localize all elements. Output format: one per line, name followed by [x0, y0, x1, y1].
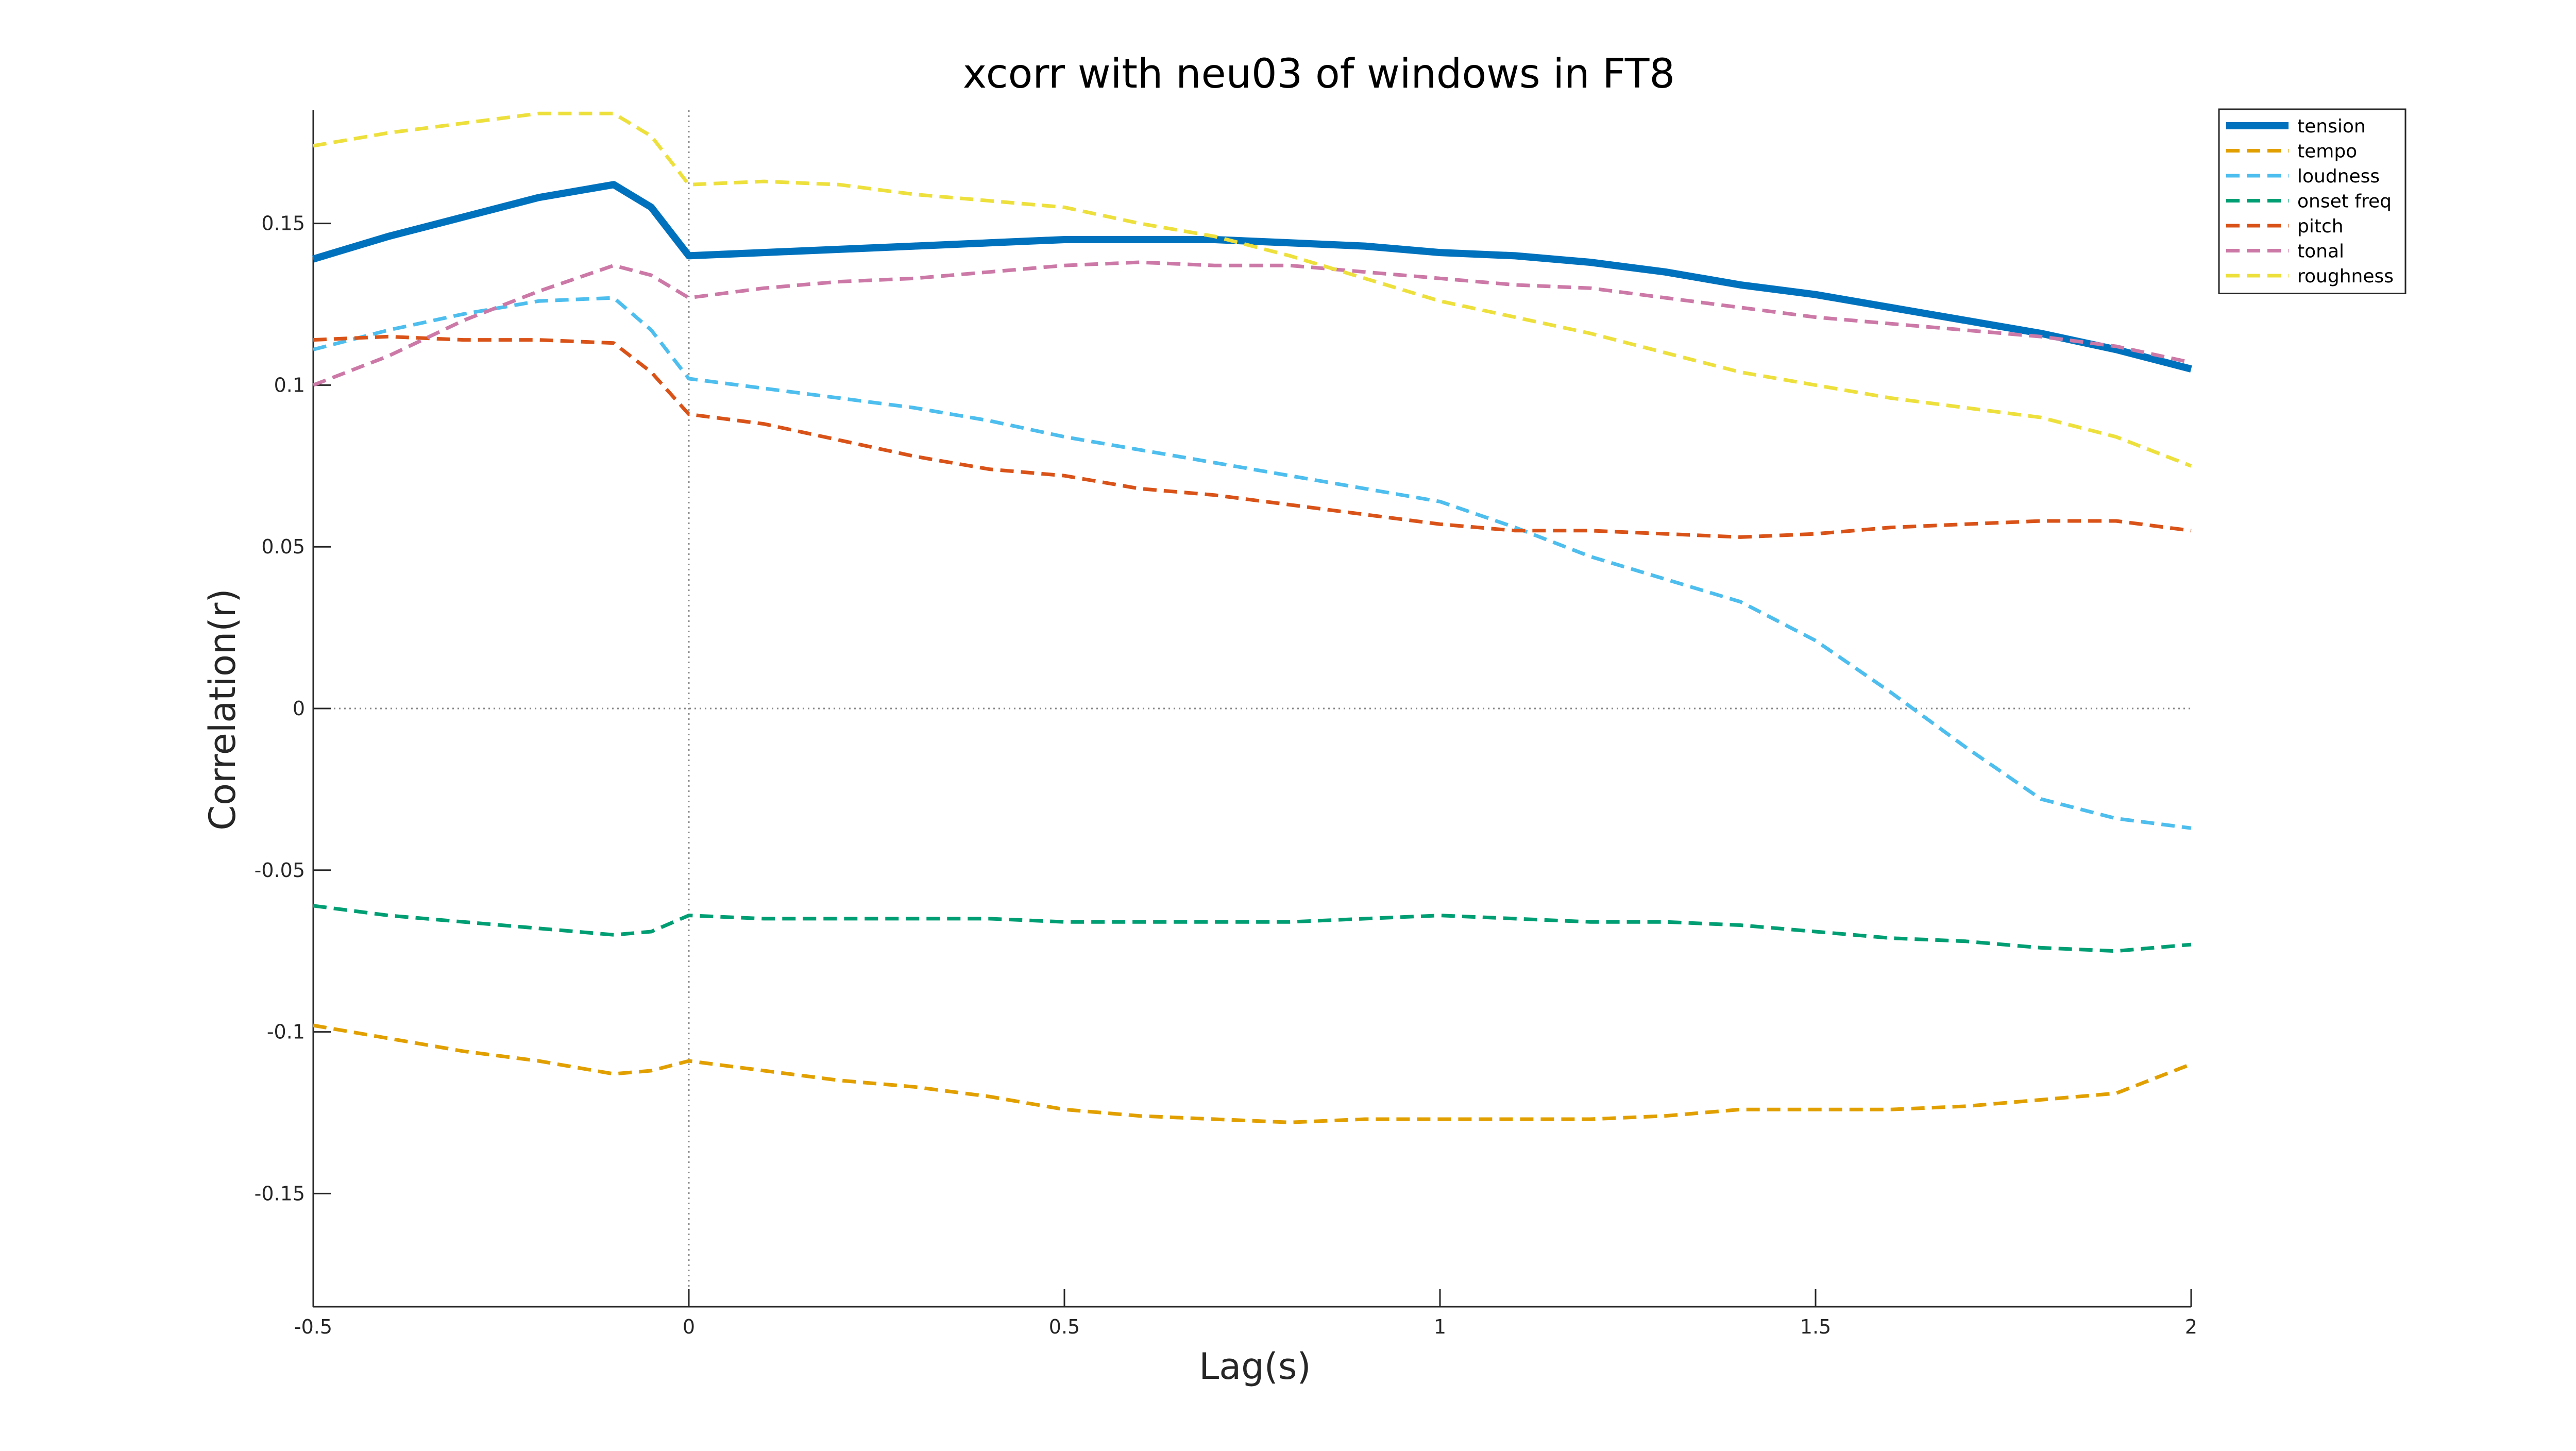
reference-lines	[313, 110, 2191, 1307]
series-lines	[312, 111, 2192, 1124]
y-axis-label: Correlation(r)	[201, 588, 244, 830]
series-line-tempo	[313, 1023, 2192, 1124]
series-line-loudness	[313, 296, 2192, 830]
x-axis-label: Lag(s)	[1199, 1345, 1311, 1388]
series-line-tonal	[312, 260, 2192, 387]
y-tick-label: -0.05	[255, 859, 305, 882]
legend-label-tonal: tonal	[2297, 241, 2344, 262]
legend-label-tempo: tempo	[2297, 141, 2357, 162]
y-tick-label: 0.15	[261, 212, 305, 235]
x-tick-label: 0.5	[1049, 1315, 1080, 1338]
legend-label-loudness: loudness	[2297, 166, 2380, 187]
x-tick-label: -0.5	[294, 1315, 332, 1338]
y-tick-label: 0.05	[261, 535, 305, 558]
y-tick-label: -0.1	[267, 1021, 305, 1043]
y-tick-label: -0.15	[255, 1182, 305, 1205]
x-tick-label: 1.5	[1800, 1315, 1831, 1338]
series-line-pitch	[313, 334, 2192, 539]
x-tick-label: 0	[683, 1315, 695, 1338]
y-tick-label: 0.1	[274, 374, 305, 396]
legend-label-onset-freq: onset freq	[2297, 191, 2392, 212]
legend-label-pitch: pitch	[2297, 216, 2344, 237]
legend-label-roughness: roughness	[2297, 266, 2394, 287]
legend: tension tempo loudness onset freq pitch tonal…	[2218, 108, 2406, 294]
legend-label-tension: tension	[2297, 116, 2366, 137]
series-line-tension	[312, 181, 2192, 373]
series-line-roughness	[313, 111, 2192, 468]
x-tick-label: 2	[2185, 1315, 2197, 1338]
y-tick-label: 0	[293, 697, 305, 720]
series-line-onset-freq	[313, 904, 2192, 953]
axes: -0.5 0 0.5 1 1.5 2 -0.15 -0.1 -0.05 0 0.05 0.1 0.15	[255, 110, 2197, 1338]
chart-title: xcorr with neu03 of windows in FT8	[963, 51, 1675, 97]
x-tick-label: 1	[1434, 1315, 1446, 1338]
